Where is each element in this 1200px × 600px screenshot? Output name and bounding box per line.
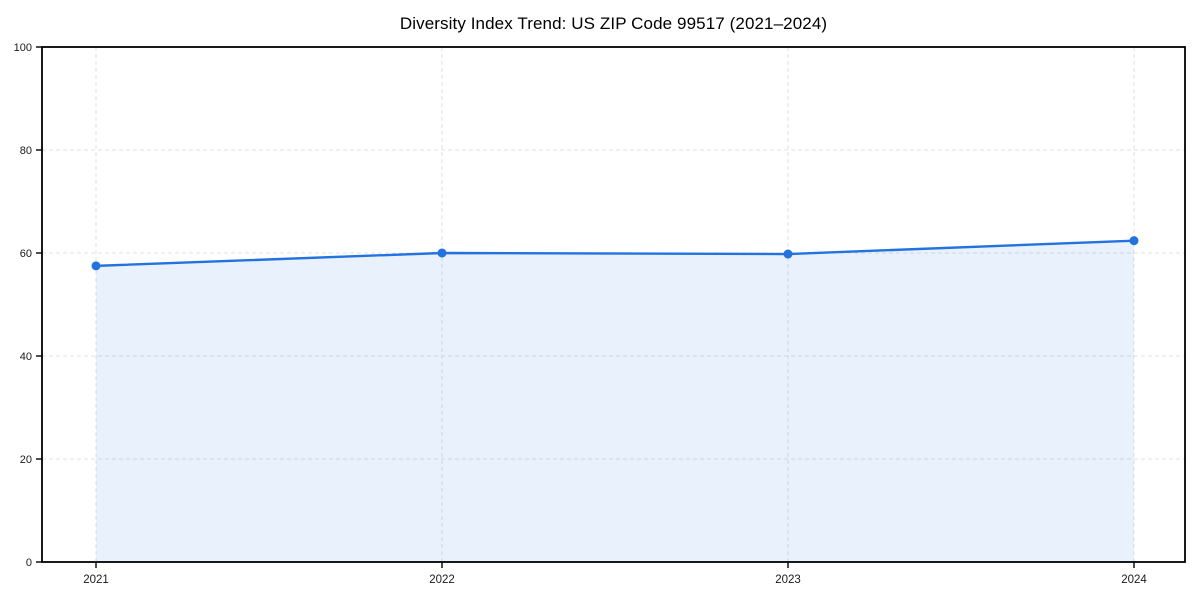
- y-axis-tick-label: 60: [20, 248, 32, 260]
- area-fill: [96, 240, 1134, 562]
- chart-title: Diversity Index Trend: US ZIP Code 99517…: [399, 14, 828, 33]
- x-axis-tick-label: 2022: [429, 574, 455, 586]
- trend-line: [94, 239, 1136, 268]
- plot-frame: [41, 46, 1186, 563]
- x-axis-tick-label: 2024: [1121, 574, 1147, 586]
- data-point-2021: [91, 261, 101, 271]
- y-axis-tick-label: 0: [26, 557, 32, 569]
- y-axis-tick-label: 20: [20, 454, 32, 466]
- data-point-2022: [437, 248, 447, 258]
- x-axis-tick-label: 2021: [83, 574, 109, 586]
- y-axis-tick-label: 100: [14, 42, 32, 54]
- x-axis-tick-label: 2023: [775, 574, 801, 586]
- data-point-2024: [1129, 236, 1139, 246]
- y-axis-tick-label: 80: [20, 145, 32, 157]
- y-axis-tick-label: 40: [20, 351, 32, 363]
- data-point-2023: [783, 249, 793, 259]
